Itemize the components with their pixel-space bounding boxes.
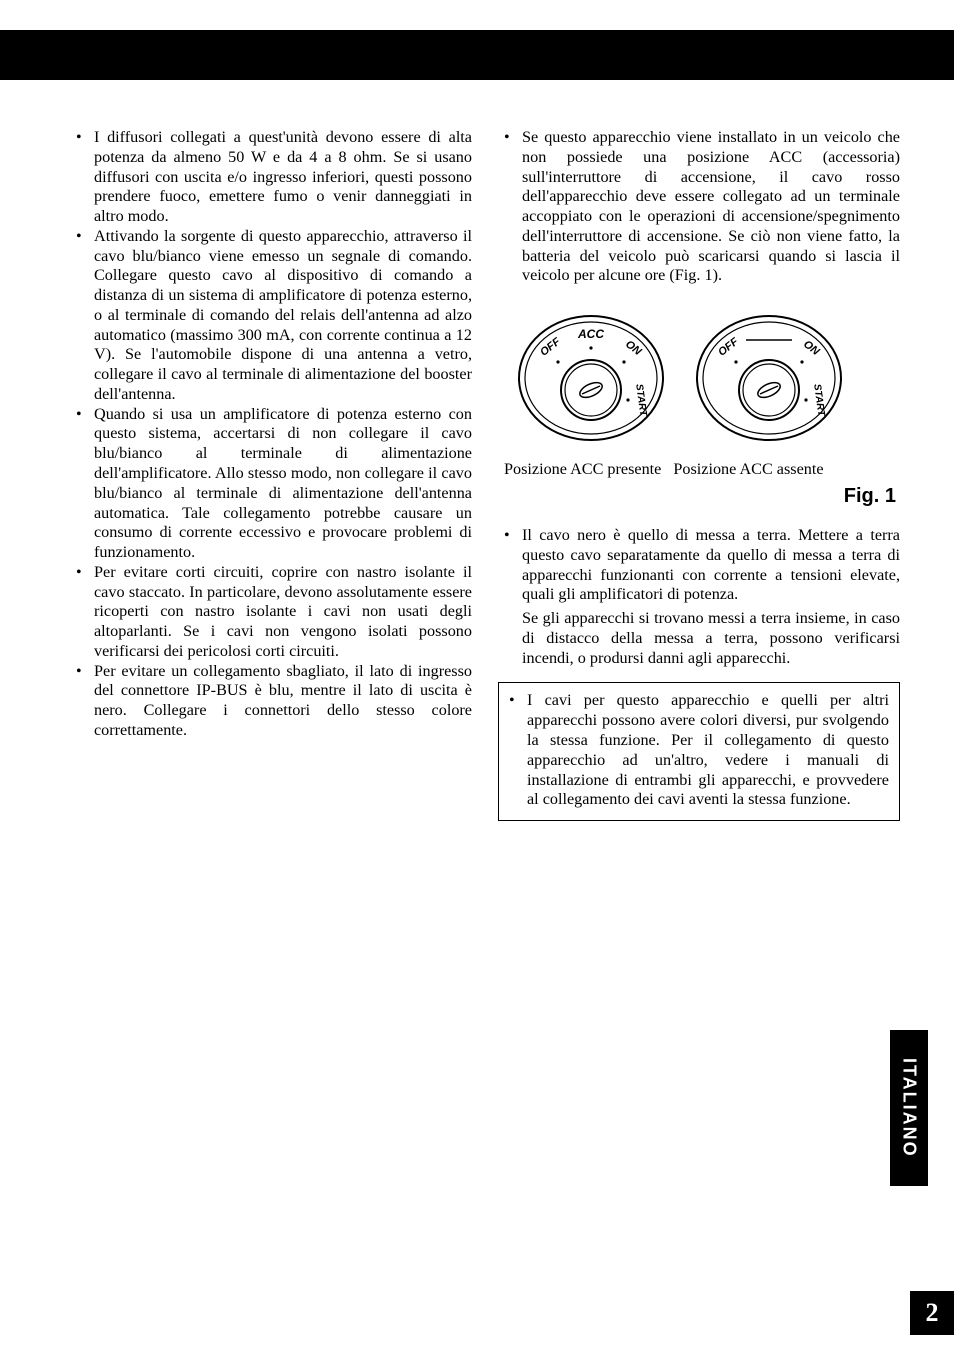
ignition-dial-acc: OFF ACC ON START <box>516 300 666 450</box>
dial-label: OFF <box>538 336 563 359</box>
right-top-bullet: Se questo apparecchio viene installato i… <box>498 128 900 286</box>
page-number: 2 <box>926 1298 939 1328</box>
language-tab: ITALIANO <box>890 1030 928 1186</box>
dial-label: START <box>811 383 827 418</box>
caption-acc-absent: Posizione ACC assente <box>673 460 823 479</box>
header-black-bar <box>0 30 954 80</box>
svg-text:OFF: OFF <box>716 336 741 359</box>
dial-label: OFF <box>716 336 741 359</box>
svg-text:OFF: OFF <box>538 336 563 359</box>
bullet-item: I cavi per questo apparecchio e quelli p… <box>509 691 889 810</box>
bullet-item: Il cavo nero è quello di messa a terra. … <box>498 526 900 605</box>
right-column: Se questo apparecchio viene installato i… <box>498 128 900 821</box>
left-bullet-list: I diffusori collegati a quest'unità devo… <box>70 128 472 741</box>
bullet-item: Per evitare corti circuiti, coprire con … <box>70 563 472 662</box>
content-area: I diffusori collegati a quest'unità devo… <box>70 128 900 821</box>
bullet-item: Quando si usa un amplificatore di potenz… <box>70 405 472 563</box>
figure-row: OFF ACC ON START <box>516 300 900 450</box>
svg-text:START: START <box>811 383 827 418</box>
page-root: I diffusori collegati a quest'unità devo… <box>0 0 954 1355</box>
bullet-item: Se questo apparecchio viene installato i… <box>498 128 900 286</box>
language-tab-label: ITALIANO <box>899 1058 920 1158</box>
page-number-box: 2 <box>910 1291 954 1335</box>
right-mid-bullet: Il cavo nero è quello di messa a terra. … <box>498 526 900 605</box>
bullet-continuation: Se gli apparecchi si trovano messi a ter… <box>498 609 900 668</box>
bullet-item: Attivando la sorgente di questo apparecc… <box>70 227 472 405</box>
figure-captions: Posizione ACC presente Posizione ACC ass… <box>498 460 900 479</box>
svg-text:START: START <box>633 383 649 418</box>
figure-label: Fig. 1 <box>498 485 896 508</box>
left-column: I diffusori collegati a quest'unità devo… <box>70 128 472 821</box>
bullet-item: Per evitare un collegamento sbagliato, i… <box>70 662 472 741</box>
boxed-bullet-list: I cavi per questo apparecchio e quelli p… <box>509 691 889 810</box>
bullet-item: I diffusori collegati a quest'unità devo… <box>70 128 472 227</box>
ignition-dial-no-acc: OFF ON START <box>694 300 844 450</box>
caption-acc-present: Posizione ACC presente <box>504 460 661 479</box>
dial-label: START <box>633 383 649 418</box>
dial-label: ACC <box>577 327 604 341</box>
boxed-note: I cavi per questo apparecchio e quelli p… <box>498 682 900 821</box>
svg-text:ACC: ACC <box>577 327 604 341</box>
